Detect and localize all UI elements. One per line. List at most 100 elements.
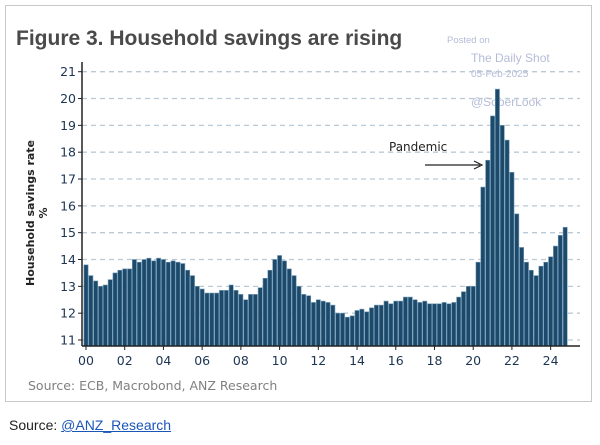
bar bbox=[175, 261, 181, 347]
x-tick-label: 20 bbox=[465, 353, 481, 368]
bar bbox=[548, 256, 554, 347]
bar bbox=[499, 125, 505, 347]
y-tick-label: 12 bbox=[60, 306, 76, 321]
bar bbox=[388, 303, 394, 347]
bar bbox=[417, 302, 423, 347]
bar bbox=[170, 260, 176, 347]
bar bbox=[320, 300, 326, 347]
y-tick-label: 18 bbox=[60, 145, 76, 160]
bar bbox=[480, 186, 486, 347]
bar bbox=[219, 290, 224, 347]
watermark-posted: Posted on bbox=[447, 35, 490, 46]
bar bbox=[107, 279, 113, 347]
x-tick-label: 00 bbox=[78, 353, 94, 368]
bar bbox=[209, 292, 215, 347]
bar bbox=[494, 88, 500, 347]
bar bbox=[156, 257, 161, 347]
bar bbox=[407, 296, 413, 347]
bar bbox=[528, 269, 534, 347]
bar bbox=[93, 280, 99, 347]
bar bbox=[243, 299, 249, 347]
bar bbox=[485, 159, 491, 347]
bar bbox=[272, 259, 278, 347]
y-tick-label: 14 bbox=[60, 252, 76, 267]
bar bbox=[117, 269, 123, 347]
bar bbox=[557, 235, 563, 347]
bar bbox=[393, 300, 399, 347]
bar bbox=[204, 292, 210, 347]
bar bbox=[185, 269, 191, 347]
bar bbox=[161, 259, 166, 347]
bar bbox=[132, 259, 137, 347]
bar bbox=[340, 312, 345, 347]
y-tick-label: 16 bbox=[60, 198, 76, 213]
bar bbox=[102, 284, 108, 347]
bar bbox=[112, 272, 118, 347]
bar bbox=[141, 259, 147, 347]
bar bbox=[562, 227, 568, 347]
x-tick-label: 14 bbox=[349, 353, 365, 368]
bar bbox=[253, 294, 258, 347]
bar bbox=[509, 172, 515, 347]
x-tick-label: 22 bbox=[504, 353, 520, 368]
x-tick-label: 08 bbox=[233, 353, 249, 368]
x-tick-label: 12 bbox=[310, 353, 326, 368]
bar bbox=[441, 302, 447, 347]
bar bbox=[456, 296, 462, 347]
bar bbox=[296, 286, 302, 347]
bar bbox=[291, 275, 297, 347]
x-tick-label: 10 bbox=[272, 353, 288, 368]
bar bbox=[228, 284, 234, 347]
bar bbox=[504, 139, 510, 347]
bar bbox=[311, 302, 316, 347]
bar bbox=[151, 260, 157, 347]
arrow-head-icon bbox=[473, 160, 484, 170]
bar bbox=[267, 269, 273, 347]
bar bbox=[519, 247, 524, 347]
y-tick-label: 21 bbox=[60, 64, 76, 79]
bar bbox=[238, 294, 244, 347]
bar bbox=[190, 275, 195, 347]
bar bbox=[553, 245, 558, 347]
chart-source: Source: ECB, Macrobond, ANZ Research bbox=[28, 378, 278, 393]
bar bbox=[146, 257, 152, 347]
bar bbox=[194, 286, 200, 347]
bar bbox=[262, 277, 268, 347]
bar bbox=[354, 310, 360, 347]
footer-label: Source: bbox=[9, 417, 58, 433]
bar bbox=[98, 286, 103, 347]
y-tick-label: 20 bbox=[60, 91, 76, 106]
annotation-pandemic: Pandemic bbox=[389, 140, 447, 154]
anz-research-link[interactable]: @ANZ_Research bbox=[61, 417, 172, 433]
y-tick-label: 11 bbox=[60, 333, 76, 348]
x-tick-label: 06 bbox=[194, 353, 210, 368]
bar bbox=[378, 304, 384, 347]
x-tick-label: 16 bbox=[388, 353, 404, 368]
bar bbox=[359, 308, 365, 347]
bar bbox=[538, 265, 544, 347]
bar bbox=[257, 287, 263, 347]
watermark-site: The Daily Shot bbox=[471, 51, 550, 65]
bar bbox=[412, 299, 418, 347]
bar bbox=[349, 315, 355, 347]
x-tick-label: 18 bbox=[427, 353, 443, 368]
bar bbox=[451, 302, 457, 347]
footer-source: Source: @ANZ_Research bbox=[9, 417, 171, 433]
bar bbox=[364, 311, 370, 347]
bar bbox=[422, 300, 428, 347]
y-tick-label: 19 bbox=[60, 118, 76, 133]
bar bbox=[475, 261, 481, 347]
bar bbox=[83, 264, 89, 347]
bar bbox=[306, 295, 312, 347]
bar bbox=[127, 268, 132, 347]
bar bbox=[436, 303, 442, 347]
bar bbox=[315, 299, 321, 347]
bar bbox=[277, 255, 282, 347]
bar bbox=[233, 290, 239, 347]
chart-title: Figure 3. Household savings are rising bbox=[16, 27, 403, 50]
bar bbox=[514, 213, 520, 347]
bar bbox=[403, 296, 408, 347]
y-tick-label: 13 bbox=[60, 279, 76, 294]
bar bbox=[248, 294, 253, 347]
bar bbox=[369, 307, 374, 347]
